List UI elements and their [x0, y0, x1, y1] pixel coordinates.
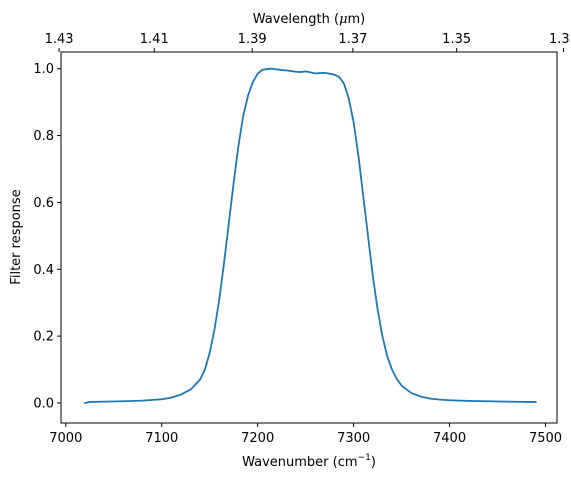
x-tick-label-3: 7300 — [337, 431, 370, 446]
x-axis-label-exponent: −1 — [358, 453, 371, 463]
x-tick-label-2: 7200 — [241, 431, 274, 446]
top-tick-label-3: 1.37 — [338, 32, 367, 47]
y-tick-label-2: 0.4 — [33, 263, 54, 278]
bottom-axis-ticks: 7000 7100 7200 7300 7400 7500 — [49, 423, 562, 446]
top-axis-ticks: 1.43 1.41 1.39 1.37 1.35 1.33 — [45, 32, 571, 52]
series-layer — [84, 67, 537, 404]
x-axis-label-close: ) — [371, 455, 376, 470]
top-tick-label-0: 1.43 — [45, 32, 74, 47]
top-axis-label: Wavelength (μm) — [253, 12, 366, 27]
series-line-0 — [84, 67, 537, 404]
left-axis-ticks: 0.0 0.2 0.4 0.6 0.8 1.0 — [33, 62, 61, 411]
y-tick-label-1: 0.2 — [33, 330, 54, 345]
y-tick-label-0: 0.0 — [33, 396, 54, 411]
top-tick-label-1: 1.41 — [140, 32, 169, 47]
top-tick-label-5: 1.33 — [549, 32, 571, 47]
y-tick-label-3: 0.6 — [33, 196, 54, 211]
y-axis-label: Filter response — [9, 189, 24, 284]
x-tick-label-1: 7100 — [145, 431, 178, 446]
y-tick-label-4: 0.8 — [33, 129, 54, 144]
x-axis-label: Wavenumber (cm−1) — [242, 453, 376, 470]
top-tick-label-2: 1.39 — [238, 32, 267, 47]
x-tick-label-0: 7000 — [49, 431, 82, 446]
plot-frame — [60, 51, 558, 424]
top-axis-label-close: m) — [348, 12, 366, 27]
x-tick-label-4: 7400 — [433, 431, 466, 446]
top-tick-label-4: 1.35 — [442, 32, 471, 47]
x-axis-label-main: Wavenumber (cm — [242, 455, 357, 470]
y-tick-label-5: 1.0 — [33, 62, 54, 77]
top-axis-label-mu: μ — [339, 12, 347, 27]
x-tick-label-5: 7500 — [529, 431, 562, 446]
top-axis-label-main: Wavelength ( — [253, 12, 339, 27]
